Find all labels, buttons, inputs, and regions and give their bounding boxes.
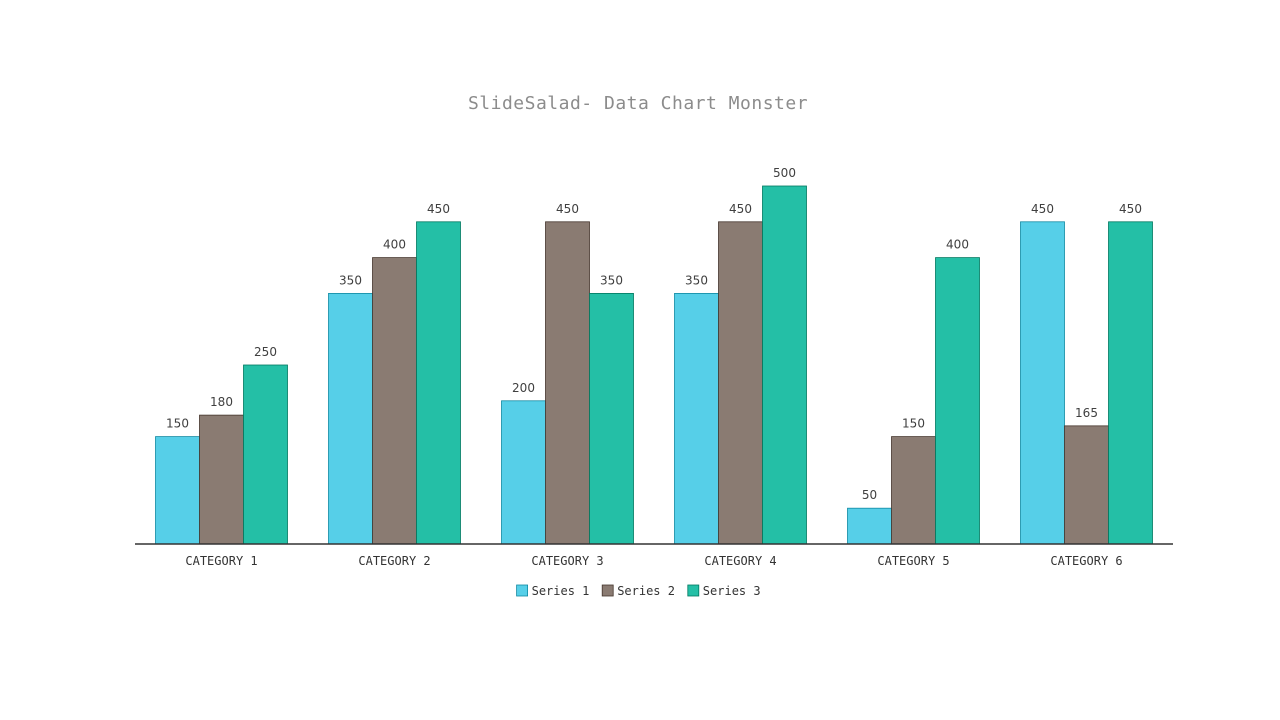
data-label: 350	[600, 273, 623, 287]
bar-1-6	[1020, 221, 1065, 545]
legend-swatch-3	[687, 584, 700, 597]
legend-swatch-2	[601, 584, 614, 597]
bar-2-1	[199, 414, 244, 545]
data-label: 500	[773, 166, 796, 180]
legend-label: Series 2	[617, 584, 675, 598]
bar-1-5	[847, 507, 892, 545]
legend: Series 1 Series 2 Series 3	[516, 584, 761, 598]
data-label: 250	[254, 345, 277, 359]
bar-1-2	[328, 292, 373, 545]
data-label: 180	[210, 395, 233, 409]
bar-2-2	[372, 257, 417, 545]
data-label: 350	[685, 273, 708, 287]
bar-1-1	[155, 436, 200, 545]
bar-2-5	[891, 436, 936, 545]
bar-3-2	[416, 221, 461, 545]
data-label: 400	[383, 238, 406, 252]
data-label: 165	[1075, 406, 1098, 420]
category-label: CATEGORY 1	[185, 554, 257, 568]
category-label: CATEGORY 2	[358, 554, 430, 568]
data-label: 450	[1119, 202, 1142, 216]
bar-3-6	[1108, 221, 1153, 545]
bars-layer	[155, 185, 1153, 545]
legend-label: Series 3	[703, 584, 761, 598]
bar-2-6	[1064, 425, 1109, 545]
data-label: 450	[729, 202, 752, 216]
data-label: 150	[902, 417, 925, 431]
data-label: 450	[1031, 202, 1054, 216]
data-label: 350	[339, 273, 362, 287]
bar-1-3	[501, 400, 546, 545]
bar-3-3	[589, 292, 634, 545]
bar-2-4	[718, 221, 763, 545]
category-label: CATEGORY 6	[1050, 554, 1122, 568]
category-label: CATEGORY 3	[531, 554, 603, 568]
bar-3-5	[935, 257, 980, 545]
category-label: CATEGORY 4	[704, 554, 776, 568]
data-label: 400	[946, 238, 969, 252]
data-labels-layer: 150 180 250 350 400 450 200 450 350 350 450 500 50 15…	[166, 166, 1142, 502]
data-label: 50	[862, 488, 877, 502]
legend-swatch-1	[516, 584, 528, 597]
data-label: 450	[427, 202, 450, 216]
category-label: CATEGORY 5	[877, 554, 949, 568]
category-labels-layer: CATEGORY 1 CATEGORY 2 CATEGORY 3 CATEGORY 4…	[185, 554, 1122, 568]
bar-2-3	[545, 221, 590, 545]
bar-1-4	[674, 292, 719, 545]
bar-3-4	[762, 185, 807, 545]
data-label: 150	[166, 417, 189, 431]
bar-3-1	[243, 364, 288, 545]
data-label: 200	[512, 381, 535, 395]
data-label: 450	[556, 202, 579, 216]
chart-title: SlideSalad- Data Chart Monster	[468, 93, 808, 114]
legend-label: Series 1	[532, 584, 590, 598]
